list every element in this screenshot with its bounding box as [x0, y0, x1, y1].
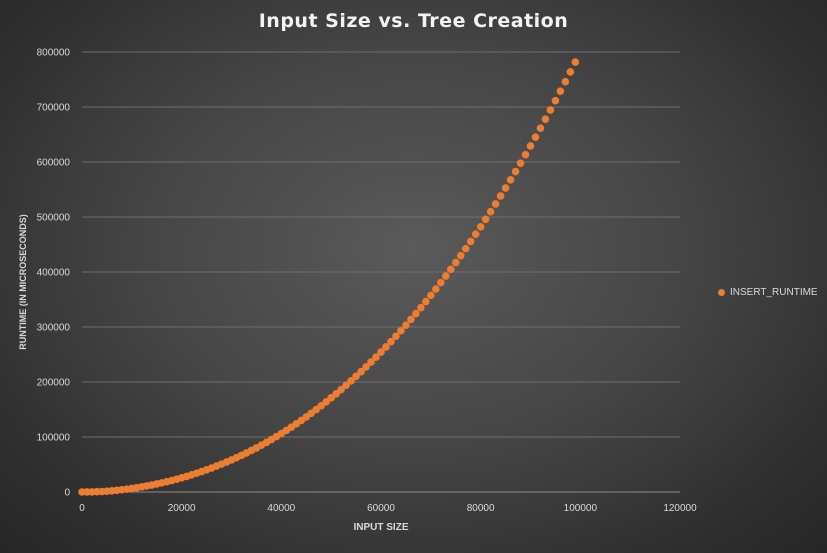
- data-point: [571, 58, 580, 66]
- y-tick-label: 300000: [37, 323, 71, 334]
- data-point: [546, 106, 555, 114]
- data-point: [352, 372, 360, 381]
- data-point: [511, 167, 520, 176]
- x-axis-label: INPUT SIZE: [353, 522, 408, 533]
- data-point: [451, 258, 460, 267]
- data-series-insert-runtime: [78, 58, 580, 496]
- x-tick-label: 0: [79, 503, 85, 514]
- y-tick-label: 500000: [37, 213, 71, 224]
- data-point: [422, 297, 430, 306]
- legend-marker-icon: [718, 289, 725, 296]
- data-point: [417, 303, 425, 312]
- data-point: [541, 115, 550, 123]
- data-point: [362, 363, 370, 371]
- data-point: [402, 321, 410, 329]
- data-point: [521, 150, 530, 159]
- data-point: [551, 96, 560, 105]
- y-axis-label: RUNTIME (IN MICROSECONDS): [18, 214, 28, 350]
- data-point: [536, 124, 545, 133]
- data-point: [531, 133, 540, 141]
- x-tick-label: 40000: [267, 503, 295, 514]
- data-point: [566, 68, 575, 76]
- data-point: [476, 222, 485, 231]
- data-point: [466, 237, 475, 246]
- data-point: [397, 326, 405, 335]
- y-axis-tick-labels: 0 100000 200000 300000 400000 500000 600000 700…: [37, 48, 71, 499]
- y-tick-label: 0: [64, 488, 70, 499]
- data-point: [347, 376, 355, 385]
- data-point: [446, 265, 455, 274]
- data-point: [337, 385, 345, 394]
- grid-lines: [82, 51, 680, 438]
- x-tick-label: 100000: [564, 503, 598, 514]
- y-tick-label: 200000: [37, 378, 71, 389]
- data-point: [387, 337, 395, 346]
- x-tick-label: 60000: [367, 503, 395, 514]
- data-point: [382, 343, 390, 351]
- data-point: [412, 309, 420, 318]
- data-point: [491, 200, 500, 208]
- data-point: [427, 291, 435, 300]
- data-point: [561, 77, 570, 86]
- x-axis-tick-labels: 0 20000 40000 60000 80000 100000 120000: [79, 503, 697, 514]
- data-point: [471, 230, 480, 239]
- data-point: [441, 272, 450, 280]
- data-point: [556, 87, 565, 96]
- x-tick-label: 120000: [663, 503, 697, 514]
- y-tick-label: 700000: [37, 103, 71, 114]
- data-point: [437, 278, 445, 287]
- data-point: [516, 159, 525, 167]
- data-point: [501, 184, 510, 192]
- y-tick-label: 100000: [37, 433, 71, 444]
- legend-label: INSERT_RUNTIME: [730, 287, 818, 298]
- data-point: [392, 332, 400, 341]
- data-point: [526, 142, 535, 150]
- data-point: [342, 381, 350, 390]
- data-point: [332, 389, 340, 398]
- data-point: [407, 315, 415, 324]
- data-point: [372, 353, 380, 361]
- x-tick-label: 80000: [467, 503, 495, 514]
- data-point: [367, 358, 375, 366]
- y-tick-label: 400000: [37, 268, 71, 279]
- data-point: [432, 285, 440, 293]
- y-tick-label: 800000: [37, 48, 71, 59]
- data-point: [496, 192, 505, 200]
- x-tick-label: 20000: [168, 503, 196, 514]
- data-point: [461, 244, 470, 253]
- y-tick-label: 600000: [37, 158, 71, 169]
- data-point: [357, 367, 365, 376]
- data-point: [456, 251, 465, 260]
- data-point: [481, 215, 490, 224]
- data-point: [506, 176, 515, 184]
- data-point: [377, 348, 385, 356]
- data-point: [486, 207, 495, 216]
- chart-title: Input Size vs. Tree Creation: [258, 10, 569, 32]
- legend: INSERT_RUNTIME: [718, 287, 818, 298]
